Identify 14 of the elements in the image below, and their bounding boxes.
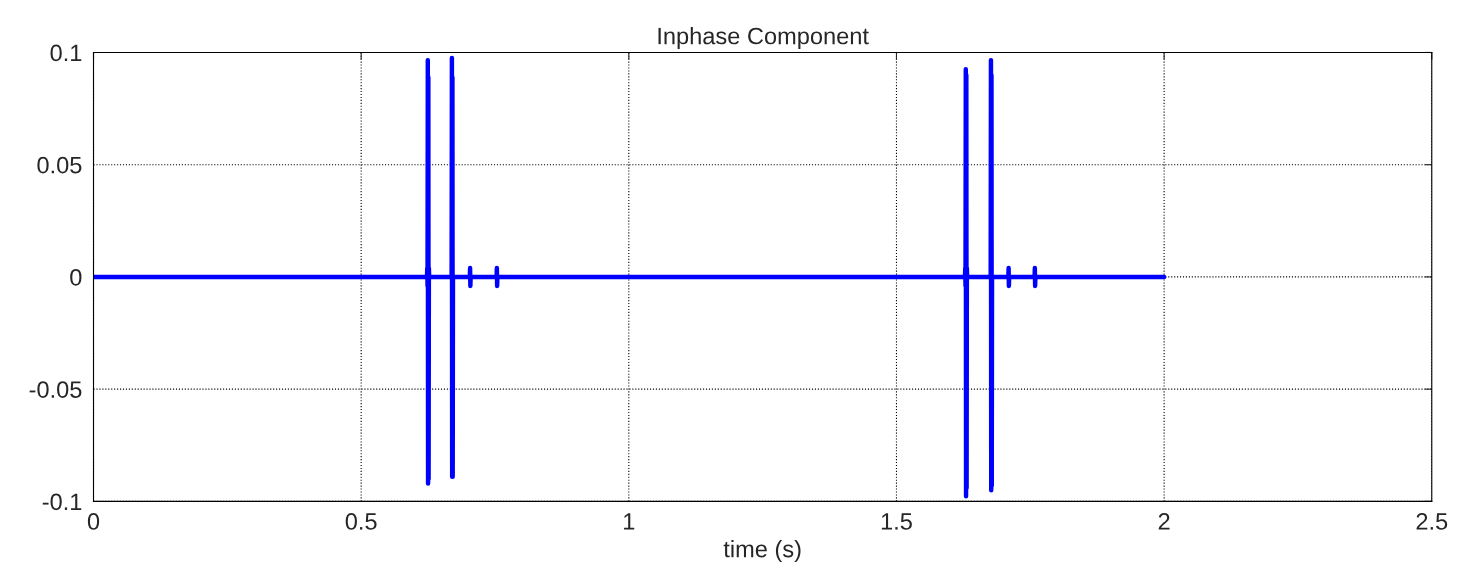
x-tick-label: 0 <box>87 513 100 530</box>
y-tick-label: 0 <box>70 268 82 286</box>
line-series <box>93 55 1167 499</box>
y-tick-label: -0.1 <box>42 493 82 511</box>
x-axis-title: time (s) <box>723 540 801 563</box>
x-tick-label: 2.5 <box>1416 513 1448 530</box>
y-tick-label: 0.1 <box>50 44 82 62</box>
y-tick-label: -0.05 <box>29 381 82 398</box>
x-tick-label: 1.5 <box>881 513 912 530</box>
y-tick-label: 0.05 <box>37 156 82 174</box>
x-tick-label: 1 <box>624 513 635 530</box>
x-tick-label: 0.5 <box>345 513 377 530</box>
chart-title: Inphase Component <box>658 27 869 50</box>
x-tick-label: 2 <box>1158 513 1170 530</box>
